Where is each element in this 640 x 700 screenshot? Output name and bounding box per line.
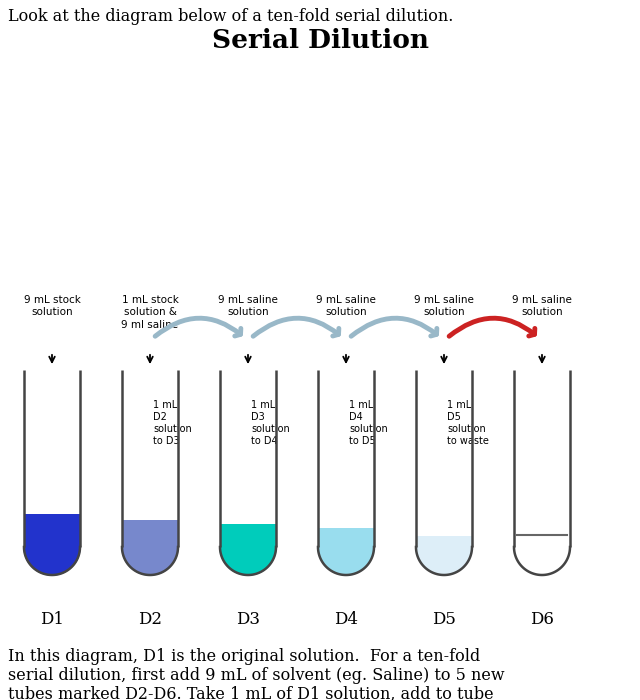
Text: 1 mL
D2
solution
to D3: 1 mL D2 solution to D3	[153, 400, 192, 446]
Polygon shape	[24, 547, 80, 575]
Text: 9 mL saline
solution: 9 mL saline solution	[316, 295, 376, 317]
Polygon shape	[122, 547, 178, 575]
Text: Look at the diagram below of a ten-fold serial dilution.: Look at the diagram below of a ten-fold …	[8, 8, 453, 25]
Polygon shape	[416, 547, 472, 575]
Polygon shape	[220, 547, 276, 575]
Bar	[416, 370, 472, 547]
Bar	[24, 370, 80, 547]
Polygon shape	[24, 547, 80, 575]
Text: D6: D6	[530, 611, 554, 628]
Polygon shape	[318, 547, 374, 575]
Text: 1 mL
D3
solution
to D4: 1 mL D3 solution to D4	[251, 400, 290, 446]
Bar	[318, 528, 374, 547]
Text: 9 mL saline
solution: 9 mL saline solution	[512, 295, 572, 317]
Bar	[514, 370, 570, 547]
Text: 1 mL
D5
solution
to waste: 1 mL D5 solution to waste	[447, 400, 489, 446]
Bar	[318, 370, 374, 547]
Polygon shape	[416, 547, 472, 575]
Bar	[122, 519, 178, 547]
Polygon shape	[122, 547, 178, 575]
Bar	[220, 524, 276, 547]
Bar	[416, 536, 472, 547]
Text: serial dilution, first add 9 mL of solvent (eg. Saline) to 5 new: serial dilution, first add 9 mL of solve…	[8, 667, 504, 684]
Text: tubes marked D2-D6. Take 1 mL of D1 solution, add to tube: tubes marked D2-D6. Take 1 mL of D1 solu…	[8, 686, 493, 700]
Text: D3: D3	[236, 611, 260, 628]
Bar	[220, 370, 276, 547]
Text: 9 mL stock
solution: 9 mL stock solution	[24, 295, 81, 317]
Polygon shape	[318, 547, 374, 575]
Text: 9 mL saline
solution: 9 mL saline solution	[414, 295, 474, 317]
Text: Serial Dilution: Serial Dilution	[211, 28, 429, 53]
Text: D5: D5	[432, 611, 456, 628]
Bar	[24, 514, 80, 547]
Polygon shape	[514, 547, 570, 575]
Polygon shape	[220, 547, 276, 575]
Text: 1 mL
D4
solution
to D5: 1 mL D4 solution to D5	[349, 400, 388, 446]
Bar	[122, 370, 178, 547]
Text: 9 mL saline
solution: 9 mL saline solution	[218, 295, 278, 317]
Text: In this diagram, D1 is the original solution.  For a ten-fold: In this diagram, D1 is the original solu…	[8, 648, 480, 665]
Text: D1: D1	[40, 611, 64, 628]
Text: D2: D2	[138, 611, 162, 628]
Text: D4: D4	[334, 611, 358, 628]
Text: 1 mL stock
solution &
9 ml saline: 1 mL stock solution & 9 ml saline	[122, 295, 179, 330]
